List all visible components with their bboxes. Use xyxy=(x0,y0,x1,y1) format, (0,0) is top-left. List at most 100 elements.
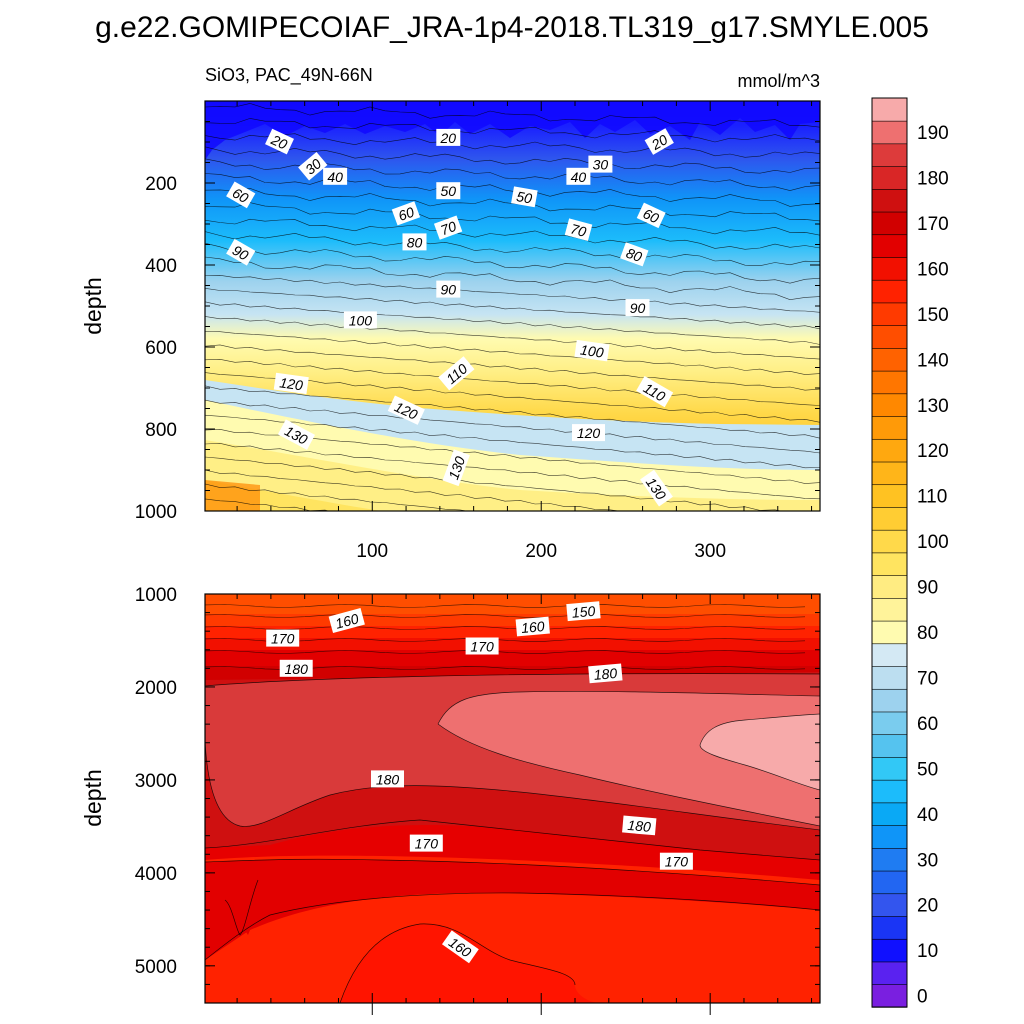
top-surface-band xyxy=(205,101,820,160)
contour-label-text: 90 xyxy=(630,300,646,316)
contour-label-bg xyxy=(371,770,404,788)
top-contour-line xyxy=(205,242,820,284)
contour-label-bg xyxy=(465,637,499,655)
bottom-contour-line xyxy=(205,858,820,886)
contour-label: 70 xyxy=(564,218,593,242)
colorbar-swatch xyxy=(871,597,908,622)
contour-label-bg xyxy=(433,215,463,240)
top-axis-ticks: 100 200 300 200 400 600 800 1000 xyxy=(135,100,820,562)
colorbar-swatch xyxy=(871,620,908,645)
contour-label: 60 xyxy=(226,181,256,209)
colorbar-swatch xyxy=(871,756,908,781)
contour-label-text: 170 xyxy=(665,854,689,870)
contour-label-text: 160 xyxy=(520,618,545,636)
contour-label: 170 xyxy=(659,852,693,870)
contour-label-text: 70 xyxy=(438,218,458,238)
contour-label-bg xyxy=(387,395,425,425)
bottom-contour-line xyxy=(205,819,820,861)
contour-label: 180 xyxy=(371,770,404,788)
contour-label-bg xyxy=(442,449,470,487)
colorbar-swatch xyxy=(871,370,908,395)
colorbar-swatch xyxy=(871,938,908,963)
top-contour-line xyxy=(205,118,820,143)
y-tick-label: 600 xyxy=(145,338,177,359)
contour-label-bg xyxy=(636,376,674,408)
contour-label-text: 120 xyxy=(279,374,305,393)
top-contour-line xyxy=(205,514,820,577)
colorbar-swatch xyxy=(871,779,908,804)
contour-label-bg xyxy=(273,372,309,395)
y-tick-label: 2000 xyxy=(135,678,177,699)
top-contour-line xyxy=(205,344,820,391)
contour-label-text: 180 xyxy=(285,661,309,677)
colorbar-swatch xyxy=(871,461,908,486)
contour-label: 130 xyxy=(442,449,470,487)
bottom-contour-line xyxy=(205,626,806,630)
top-ylabel: depth xyxy=(80,277,106,335)
colorbar-swatch xyxy=(871,120,908,145)
contour-label: 20 xyxy=(436,128,461,146)
contour-label-text: 120 xyxy=(577,425,601,441)
bottom-contour-line xyxy=(437,691,820,725)
contour-label: 170 xyxy=(409,834,443,852)
colorbar-swatch xyxy=(871,552,908,576)
top-contour-line xyxy=(205,331,820,375)
colorbar-swatch xyxy=(871,393,908,417)
bottom-contour-line xyxy=(205,673,820,687)
contour-label-text: 130 xyxy=(445,454,468,482)
chart-title: g.e22.GOMIPECOIAF_JRA-1p4-2018.TL319_g17… xyxy=(95,11,929,44)
bottom-band-170 xyxy=(205,650,820,668)
contour-label-bg xyxy=(343,311,377,329)
contour-label-text: 90 xyxy=(230,242,252,264)
contour-label-text: 80 xyxy=(407,234,423,250)
colorbar-label: 140 xyxy=(917,350,949,371)
bottom-contour-line xyxy=(699,744,820,791)
colorbar-label: 40 xyxy=(917,805,938,826)
units-label: mmol/m^3 xyxy=(738,71,820,91)
contour-label-bg xyxy=(436,182,461,200)
contour-label-text: 60 xyxy=(641,205,662,226)
colorbar-label: 0 xyxy=(917,987,928,1008)
colorbar-swatch xyxy=(871,188,908,213)
contour-label-bg xyxy=(566,167,591,185)
contour-label-bg xyxy=(625,299,650,317)
top-contour-line xyxy=(205,301,820,345)
colorbar-label: 170 xyxy=(917,214,949,235)
bottom-contour-line xyxy=(224,879,259,936)
contour-label: 60 xyxy=(636,202,666,229)
variable-label: SiO3, PAC_49N-66N xyxy=(205,65,373,86)
contour-label: 100 xyxy=(343,311,377,329)
contour-label-bg xyxy=(564,218,593,242)
contour-label: 30 xyxy=(588,155,613,173)
bottom-contour-line xyxy=(437,723,820,827)
contour-label: 90 xyxy=(625,299,650,317)
contour-label: 120 xyxy=(572,424,605,442)
contour-label-text: 50 xyxy=(515,188,533,206)
colorbar: 0 10 20 30 40 50 60 70 80 90 100 110 120 130 140 150 160… xyxy=(871,97,949,1008)
top-contour-line xyxy=(205,133,820,158)
contour-label: 30 xyxy=(298,151,328,181)
x-tick-label: 200 xyxy=(525,541,557,562)
colorbar-swatch xyxy=(871,983,908,1008)
colorbar-label: 90 xyxy=(917,578,938,599)
colorbar-label: 50 xyxy=(917,759,938,780)
colorbar-swatch xyxy=(871,256,908,281)
contour-label-text: 30 xyxy=(593,157,609,173)
contour-label-text: 150 xyxy=(571,603,596,621)
colorbar-swatch xyxy=(871,415,908,440)
contour-label-bg xyxy=(588,663,623,684)
bottom-contour-line xyxy=(205,604,806,608)
contour-label-bg xyxy=(588,155,613,173)
colorbar-label: 190 xyxy=(917,123,949,144)
contour-label-bg xyxy=(436,280,461,298)
contour-label: 170 xyxy=(465,637,499,655)
bottom-ylabel: depth xyxy=(80,769,106,827)
top-bottom-orange xyxy=(205,480,260,511)
contour-label-text: 180 xyxy=(627,817,652,835)
contour-label-bg xyxy=(636,202,666,229)
top-contour-line xyxy=(205,399,820,454)
